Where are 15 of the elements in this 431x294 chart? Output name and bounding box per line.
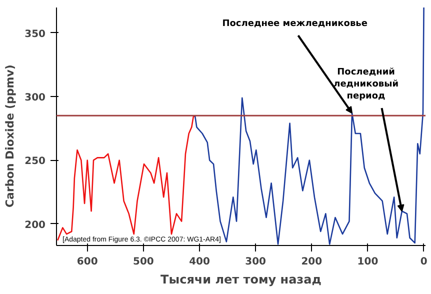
annotation: Последний ледниковый период bbox=[334, 67, 399, 102]
y-tick-label: 250 bbox=[24, 156, 46, 168]
x-tick-label: 300 bbox=[245, 256, 266, 268]
x-tick-label: 500 bbox=[132, 256, 154, 268]
x-axis-title: Тысячи лет тому назад bbox=[160, 272, 322, 286]
x-tick-label: 0 bbox=[420, 256, 428, 268]
y-tick-label: 350 bbox=[24, 28, 46, 40]
x-tick-label: 600 bbox=[76, 256, 98, 268]
y-tick-label: 200 bbox=[24, 220, 46, 231]
y-tick-label: 300 bbox=[24, 92, 46, 104]
annotation: Последнее межледниковье bbox=[222, 18, 368, 29]
x-tick-label: 400 bbox=[189, 256, 210, 268]
x-tick-label: 100 bbox=[357, 256, 378, 268]
y-axis-title: Carbon Dioxide (ppmv) bbox=[4, 64, 17, 208]
x-tick-label: 200 bbox=[301, 256, 322, 268]
